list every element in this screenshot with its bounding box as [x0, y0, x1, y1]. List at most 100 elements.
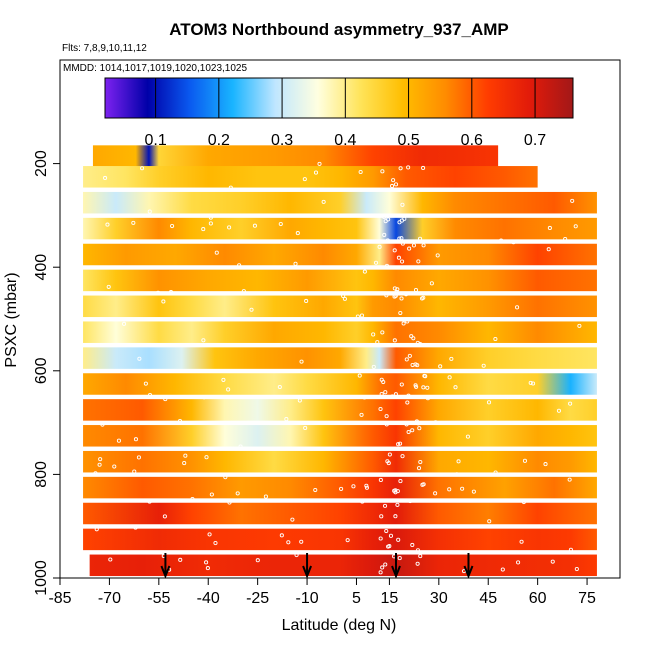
sample-point: [294, 552, 299, 558]
arrow-head: [463, 565, 474, 579]
sample-point: [411, 243, 417, 248]
y-tick-label: 200: [33, 150, 50, 177]
sample-point: [382, 503, 388, 508]
colorbar-tick-label: 0.5: [397, 132, 419, 149]
sample-point: [406, 393, 411, 398]
sample-point: [383, 562, 388, 567]
sample-point: [106, 284, 111, 289]
sample-point: [241, 289, 246, 294]
sample-point: [556, 408, 561, 413]
sample-point: [425, 385, 430, 390]
sample-point: [147, 392, 153, 398]
sample-point: [317, 161, 322, 166]
sample-point: [178, 557, 183, 562]
sample-point: [417, 426, 422, 431]
heatmap-layer: [83, 399, 597, 421]
colorbar-ticks: 0.1 0.2 0.3 0.4 0.5 0.6 0.7: [144, 78, 546, 149]
sample-point: [163, 397, 168, 402]
sample-point: [421, 243, 426, 248]
sample-point: [521, 499, 526, 505]
sample-point: [286, 540, 291, 545]
sample-point: [420, 296, 425, 301]
x-tick-label: -25: [246, 590, 269, 607]
sample-point: [186, 446, 191, 451]
sample-point: [418, 554, 423, 559]
sample-point: [447, 375, 452, 380]
sample-point: [400, 259, 405, 264]
flight-arrows: [160, 553, 474, 579]
sample-point: [143, 381, 148, 386]
sample-point: [390, 183, 395, 189]
x-tick-label: 30: [430, 590, 448, 607]
sample-point: [407, 246, 412, 251]
sample-point: [567, 477, 572, 482]
sample-point: [415, 363, 420, 368]
sample-point: [400, 241, 405, 246]
sample-point: [382, 232, 387, 238]
sample-point: [357, 373, 362, 378]
sample-point: [460, 486, 465, 491]
sample-point: [226, 387, 231, 392]
sample-point: [399, 236, 404, 241]
sample-point: [116, 438, 121, 443]
sample-point: [396, 255, 401, 260]
x-axis-label: Latitude (deg N): [282, 617, 397, 634]
sample-point: [263, 494, 268, 499]
sample-point: [397, 556, 402, 561]
sample-point: [303, 425, 308, 430]
colorbar-tick-label: 0.2: [208, 132, 230, 149]
heatmap-layer: [83, 373, 597, 395]
sample-point: [221, 377, 226, 382]
sample-point: [415, 561, 420, 566]
sample-point: [121, 321, 127, 326]
sample-point: [214, 250, 219, 255]
sample-point: [380, 330, 385, 335]
sample-point: [183, 453, 188, 458]
sample-point: [454, 472, 459, 477]
x-tick-label: 5: [352, 590, 361, 607]
sample-points: [93, 161, 582, 575]
x-tick-label: 75: [578, 590, 596, 607]
sample-point: [156, 290, 161, 295]
sample-point: [500, 567, 505, 572]
heatmap-layer: [83, 425, 597, 447]
sample-point: [313, 170, 319, 175]
sample-point: [359, 313, 365, 318]
sample-point: [528, 380, 533, 385]
x-tick-label: -10: [295, 590, 318, 607]
heatmap-layer: [83, 502, 597, 525]
y-axis-label: PSXC (mbar): [3, 272, 20, 367]
sample-point: [379, 391, 384, 397]
sample-point: [302, 177, 307, 182]
sample-point: [238, 444, 243, 449]
colorbar-tick-label: 0.7: [524, 132, 546, 149]
sample-point: [136, 455, 141, 460]
heatmap-layer: [92, 145, 499, 167]
sample-point: [447, 487, 452, 492]
x-tick-label: -70: [98, 590, 121, 607]
sample-point: [486, 400, 492, 405]
sample-point: [570, 198, 575, 203]
sample-point: [516, 560, 521, 565]
sample-point: [297, 398, 302, 403]
sample-point: [519, 539, 524, 544]
sample-point: [105, 222, 110, 227]
sample-point: [384, 263, 390, 268]
y-axis: 200 400 600 800 1000: [33, 150, 60, 596]
heatmap-layer: [83, 295, 597, 318]
sample-point: [360, 499, 365, 504]
sample-point: [453, 385, 458, 390]
sample-point: [223, 475, 228, 480]
sample-point: [404, 357, 409, 362]
sample-point: [108, 557, 113, 562]
sample-point: [471, 489, 476, 494]
x-tick-label: 45: [479, 590, 497, 607]
sample-point: [378, 570, 383, 575]
sample-point: [499, 238, 504, 243]
sample-point: [531, 381, 536, 386]
sample-point: [404, 422, 409, 427]
sample-point: [140, 166, 145, 171]
heatmap-layer: [83, 269, 597, 292]
sample-point: [433, 420, 438, 425]
sample-point: [398, 166, 403, 171]
